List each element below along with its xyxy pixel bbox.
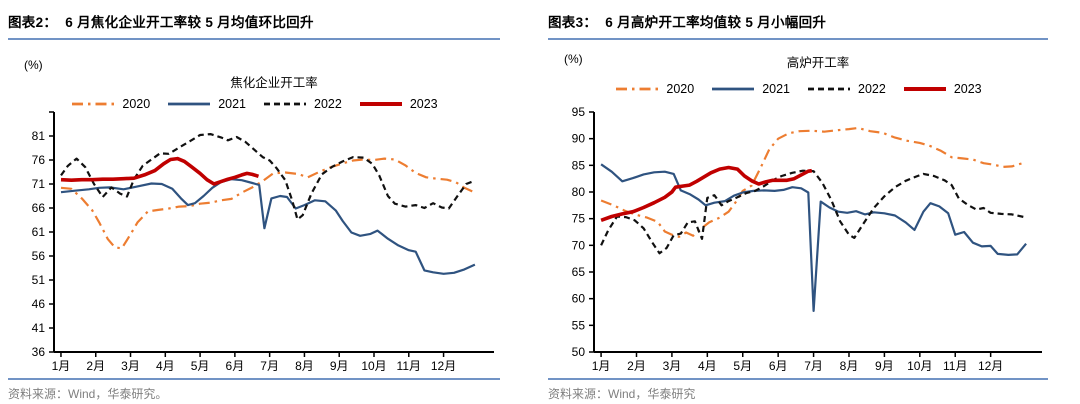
series-2022-line bbox=[600, 169, 1025, 255]
legend-label-2022: 2022 bbox=[314, 97, 342, 111]
x-tick-label: 11月 bbox=[397, 359, 421, 373]
y-tick-label: 55 bbox=[572, 318, 586, 332]
legend-line-2023 bbox=[903, 87, 946, 91]
x-tick-label: 9月 bbox=[330, 359, 349, 373]
x-tick-label: 1月 bbox=[52, 359, 71, 373]
x-tick-label: 6月 bbox=[226, 359, 245, 373]
y-tick-label: 85 bbox=[572, 158, 586, 172]
y-tick-label: 75 bbox=[572, 212, 586, 226]
figure-block-blast-furnace: 图表3： 6 月高炉开工率均值较 5 月小幅回升 (%) 高炉开工率 2020 20… bbox=[548, 8, 1048, 402]
x-tick-label: 2月 bbox=[86, 359, 105, 373]
legend-item-2021: 2021 bbox=[166, 97, 246, 111]
x-tick-label: 6月 bbox=[769, 359, 788, 373]
legend-item-2020: 2020 bbox=[70, 97, 150, 111]
y-tick-label: 76 bbox=[32, 153, 46, 167]
source-line: 资料来源：Wind，华泰研究。 bbox=[8, 378, 500, 402]
y-tick-label: 60 bbox=[572, 292, 586, 306]
blast-furnace-operating-rate-chart: 50 55 60 65 70 75 80 85 90 95 1月 2月 3月 4月 5月 6月 7月 8月 9月 10… bbox=[572, 106, 1042, 373]
x-tick-label: 1月 bbox=[592, 359, 611, 373]
legend-line-2021 bbox=[712, 87, 755, 91]
x-tick-label: 8月 bbox=[840, 359, 859, 373]
x-tick-label: 3月 bbox=[663, 359, 682, 373]
legend-line-2022 bbox=[808, 87, 850, 91]
x-tick-label: 10月 bbox=[907, 359, 932, 373]
legend-line-2023 bbox=[359, 102, 402, 106]
y-tick-label: 46 bbox=[32, 297, 46, 311]
figure-block-coking: 图表2： 6 月焦化企业开工率较 5 月均值环比回升 (%) 焦化企业开工率 20… bbox=[8, 8, 500, 402]
y-tick-label: 65 bbox=[572, 265, 586, 279]
y-tick-label: 81 bbox=[32, 129, 46, 143]
x-tick-label: 4月 bbox=[698, 359, 717, 373]
series-2021-line bbox=[60, 178, 476, 275]
y-tick-label: 80 bbox=[572, 185, 586, 199]
x-tick-label: 5月 bbox=[733, 359, 752, 373]
x-tick-label: 3月 bbox=[121, 359, 140, 373]
chart-legend: 2020 2021 2022 2023 bbox=[548, 82, 1048, 96]
x-tick-label: 12月 bbox=[978, 359, 1003, 373]
series-2020-line bbox=[600, 126, 1023, 238]
x-tick-label: 11月 bbox=[943, 359, 967, 373]
y-tick-label: 95 bbox=[572, 106, 586, 119]
figure-caption-label: 图表3： bbox=[548, 15, 598, 30]
legend-line-2021 bbox=[168, 102, 211, 106]
legend-item-2021: 2021 bbox=[710, 82, 790, 96]
x-tick-label: 8月 bbox=[295, 359, 314, 373]
legend-item-2023: 2023 bbox=[902, 82, 982, 96]
figure-caption-label: 图表2： bbox=[8, 15, 58, 30]
legend-label-2022: 2022 bbox=[858, 82, 886, 96]
legend-label-2021: 2021 bbox=[762, 82, 790, 96]
y-unit-label: (%) bbox=[24, 58, 43, 72]
legend-label-2023: 2023 bbox=[409, 97, 438, 111]
coking-operating-rate-chart: 36 41 46 51 56 61 66 71 76 81 1月 2月 3月 4月 5月 6月 7月 8月 9月 10… bbox=[32, 111, 494, 373]
y-tick-label: 71 bbox=[32, 177, 46, 191]
series-2023-line bbox=[60, 156, 260, 186]
figure-caption-text: 6 月高炉开工率均值较 5 月小幅回升 bbox=[605, 15, 827, 30]
y-tick-label: 61 bbox=[32, 225, 46, 239]
legend-item-2020: 2020 bbox=[614, 82, 694, 96]
figure-caption: 图表2： 6 月焦化企业开工率较 5 月均值环比回升 bbox=[8, 8, 500, 40]
source-line: 资料来源：Wind，华泰研究 bbox=[548, 378, 1048, 402]
x-tick-label: 2月 bbox=[627, 359, 646, 373]
legend-line-2020 bbox=[72, 102, 115, 106]
legend-item-2022: 2022 bbox=[806, 82, 886, 96]
legend-line-2022 bbox=[264, 102, 306, 106]
y-tick-label: 36 bbox=[32, 345, 46, 359]
y-unit-label: (%) bbox=[564, 52, 583, 66]
legend-label-2021: 2021 bbox=[218, 97, 246, 111]
legend-label-2020: 2020 bbox=[122, 97, 151, 111]
y-tick-label: 56 bbox=[32, 249, 46, 263]
legend-label-2020: 2020 bbox=[666, 82, 695, 96]
x-tick-label: 7月 bbox=[804, 359, 823, 373]
x-tick-label: 10月 bbox=[361, 359, 386, 373]
figure-caption-text: 6 月焦化企业开工率较 5 月均值环比回升 bbox=[65, 15, 314, 30]
legend-line-2020 bbox=[616, 87, 659, 91]
chart-title: 高炉开工率 bbox=[786, 56, 850, 70]
y-tick-label: 70 bbox=[572, 238, 586, 252]
x-tick-label: 5月 bbox=[191, 359, 210, 373]
x-tick-label: 4月 bbox=[156, 359, 175, 373]
chart-title: 焦化企业开工率 bbox=[230, 76, 318, 90]
y-tick-label: 90 bbox=[572, 132, 586, 146]
legend-label-2023: 2023 bbox=[953, 82, 982, 96]
x-tick-label: 12月 bbox=[431, 359, 456, 373]
y-tick-label: 66 bbox=[32, 201, 46, 215]
y-tick-label: 50 bbox=[572, 345, 586, 359]
x-tick-label: 9月 bbox=[875, 359, 894, 373]
series-2021-line bbox=[600, 163, 1027, 312]
legend-item-2023: 2023 bbox=[358, 97, 438, 111]
y-tick-label: 41 bbox=[32, 321, 46, 335]
chart-legend: 2020 2021 2022 2023 bbox=[8, 97, 500, 111]
y-tick-label: 51 bbox=[32, 273, 46, 287]
series-2022-line bbox=[60, 133, 476, 221]
x-tick-label: 7月 bbox=[260, 359, 279, 373]
figure-caption: 图表3： 6 月高炉开工率均值较 5 月小幅回升 bbox=[548, 8, 1048, 40]
chart-area: (%) 高炉开工率 2020 2021 2022 2023 50 55 60 65 70 75 8… bbox=[548, 40, 1048, 378]
series-2020-line bbox=[60, 157, 476, 250]
series-2023-line bbox=[600, 165, 813, 222]
legend-item-2022: 2022 bbox=[262, 97, 342, 111]
chart-area: (%) 焦化企业开工率 2020 2021 2022 2023 36 41 46 51 56 6… bbox=[8, 40, 500, 378]
